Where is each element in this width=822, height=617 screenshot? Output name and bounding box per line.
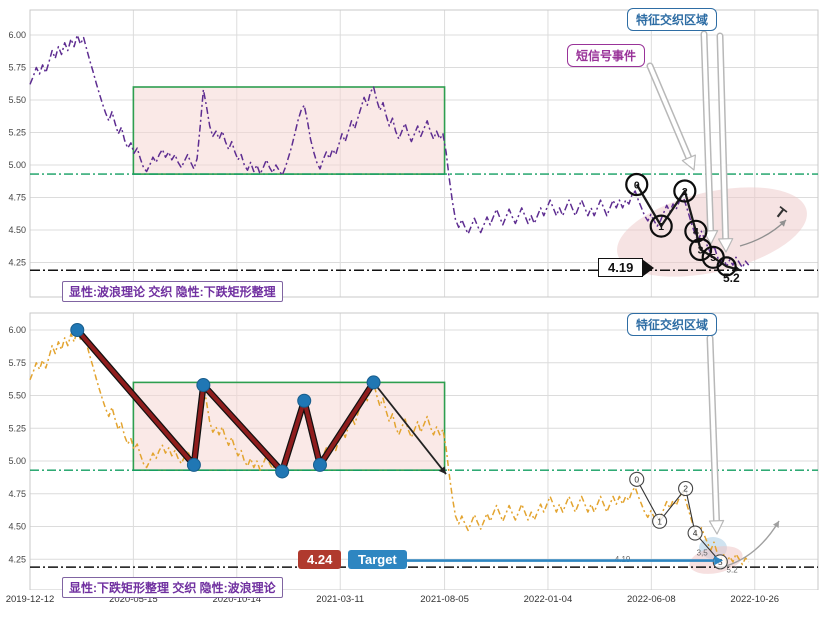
y-tick-label: 4.75 [8,489,26,499]
y-tick-label: 5.25 [8,423,26,433]
pivot-dot [275,464,290,479]
y-tick-label: 5.00 [8,456,26,466]
curved-arrow-head [779,220,786,227]
x-tick-label: 2020-10-14 [212,594,262,605]
wave-point-circle [684,219,708,243]
wave-point-number: 0 [634,179,640,191]
x-tick-label: 2020-05-15 [109,594,158,605]
price-419-callout: 4.19 [598,258,644,277]
y-tick-label: 5.25 [8,128,26,138]
wave-point-number: 2 [682,186,688,198]
curved-arrow [725,520,780,567]
projection-arrow-head [438,466,447,475]
y-tick-label: 4.50 [8,522,26,532]
annotation-arrow [648,64,692,162]
projection-line [372,381,447,475]
wave-point-circle [678,480,694,497]
x-axis: 2019-12-12 2020-05-15 2020-10-14 2021-03-11… [0,592,822,617]
target-price-box: 4.24 [298,550,342,569]
top-feature-region-label: 特征交织区域 [627,8,718,31]
plot-border [29,9,819,298]
y-tick-label: 5.50 [8,391,26,401]
wave-point-circle [673,179,697,203]
pivot-dot [186,457,201,472]
wave-point-number: 1 [657,516,662,526]
annotation-arrow [708,336,719,526]
annotation-arrow-head [717,237,734,253]
wave-point-number: 5 [710,252,716,264]
wave-point-number: 4 [693,226,699,238]
x-tick-label: 2022-06-08 [627,594,676,605]
wave-point-circle [688,237,713,262]
y-tick-label: 4.50 [8,225,26,235]
pivot-dot [297,393,312,408]
bottom-feature-region-label: 特征交织区域 [627,313,718,336]
bottom-legend: 显性:下跌矩形整理 交织 隐性:波浪理论 [62,577,283,598]
wave-point-number: 3 [698,244,704,256]
consolidation-box [132,86,446,175]
price-series [29,34,750,269]
y-tick-label: 4.25 [8,554,26,564]
y-tick-label: 6.00 [8,325,26,335]
pivot-dot [366,375,381,390]
wave-point-number: 4 [693,528,698,538]
pivot-dot [196,378,211,393]
wave-point-number: 2 [683,484,688,494]
wave-end-label: 5.2 [723,271,740,285]
target-label-box: Target [348,550,407,569]
x-tick-label: 2021-08-05 [420,594,469,605]
y-tick-label: 4.25 [8,258,26,268]
wave-point-circle [652,513,668,529]
wave-point-number: 0 [634,474,639,484]
x-tick-label: 2019-12-12 [5,594,55,605]
wave-point-circle [687,525,703,541]
annotation-arrow [718,34,728,244]
wave-point-circle [629,471,645,487]
annotation-arrow-head [681,154,696,171]
curved-arrow-head [772,521,779,528]
target-arrow-head [714,555,723,566]
x-tick-label: 2022-01-04 [523,594,573,605]
y-tick-label: 4.75 [8,193,26,203]
y-tick-label: 5.75 [8,358,26,368]
pivot-dot [70,323,85,337]
wave-point-circle [649,214,673,238]
wave-annotation-text: 5.2 [727,565,739,574]
wave-point-circle [716,256,737,277]
annotation-arrow-head [708,519,725,535]
wave-point-number: 1 [658,221,664,233]
wave-line [635,183,742,272]
y-tick-label: 5.00 [8,160,26,170]
short-signal-event-label: 短信号事件 [567,44,646,67]
plot-border [29,312,819,590]
top-chart: 6.005.755.505.255.004.754.504.25T0124355… [8,9,819,298]
annotation-arrow [702,32,713,236]
y-tick-label: 5.75 [8,63,26,73]
wave-annotation-text: 3,5 [697,548,709,557]
bottom-chart: 6.005.755.505.255.004.754.504.25012453,5… [8,312,819,590]
y-tick-label: 5.50 [8,95,26,105]
x-tick-label: 2022-10-26 [730,594,780,605]
top-legend: 显性:波浪理论 交织 隐性:下跌矩形整理 [62,281,283,302]
pivot-dot [312,457,327,472]
x-tick-label: 2021-03-11 [316,594,365,605]
y-tick-label: 6.00 [8,30,26,40]
wave-point-circle [625,172,649,197]
